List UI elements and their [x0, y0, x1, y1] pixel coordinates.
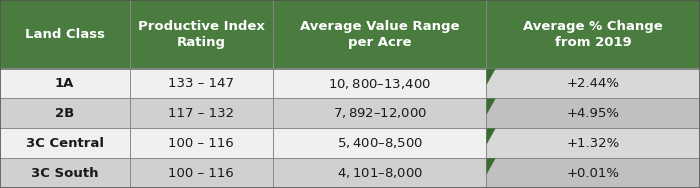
Text: $10,800 – $13,400: $10,800 – $13,400 [328, 77, 431, 91]
Text: $5,400 – $8,500: $5,400 – $8,500 [337, 136, 423, 150]
Text: 117 – 132: 117 – 132 [168, 107, 234, 120]
Polygon shape [486, 69, 496, 85]
Text: $7,892 – $12,000: $7,892 – $12,000 [332, 106, 427, 120]
Text: 3C Central: 3C Central [26, 137, 104, 150]
Text: 2B: 2B [55, 107, 74, 120]
Bar [0, 128, 130, 158]
Text: Land Class: Land Class [25, 28, 105, 41]
Bar [486, 128, 700, 158]
Bar [273, 158, 486, 188]
Text: +0.01%: +0.01% [567, 167, 620, 180]
Bar [0, 0, 130, 69]
Polygon shape [486, 99, 496, 115]
Text: Productive Index
Rating: Productive Index Rating [138, 20, 265, 49]
Text: +2.44%: +2.44% [567, 77, 620, 90]
Bar [0, 158, 130, 188]
Bar [273, 69, 486, 99]
Bar [0, 69, 130, 99]
Bar [130, 99, 273, 128]
Text: 133 – 147: 133 – 147 [168, 77, 234, 90]
Text: Average % Change
from 2019: Average % Change from 2019 [524, 20, 663, 49]
Text: 3C South: 3C South [31, 167, 99, 180]
Text: 100 – 116: 100 – 116 [169, 167, 234, 180]
Bar [130, 128, 273, 158]
Text: +1.32%: +1.32% [566, 137, 620, 150]
Bar [486, 158, 700, 188]
Bar [0, 99, 130, 128]
Bar [273, 99, 486, 128]
Text: 1A: 1A [55, 77, 74, 90]
Bar [486, 99, 700, 128]
Bar [130, 69, 273, 99]
Bar [273, 128, 486, 158]
Bar [130, 0, 273, 69]
Bar [130, 158, 273, 188]
Bar [486, 69, 700, 99]
Polygon shape [486, 158, 496, 175]
Text: $4,101 – $8,000: $4,101 – $8,000 [337, 166, 423, 180]
Polygon shape [486, 128, 496, 145]
Text: Average Value Range
per Acre: Average Value Range per Acre [300, 20, 459, 49]
Text: 100 – 116: 100 – 116 [169, 137, 234, 150]
Bar [273, 0, 486, 69]
Text: +4.95%: +4.95% [567, 107, 620, 120]
Bar [486, 0, 700, 69]
